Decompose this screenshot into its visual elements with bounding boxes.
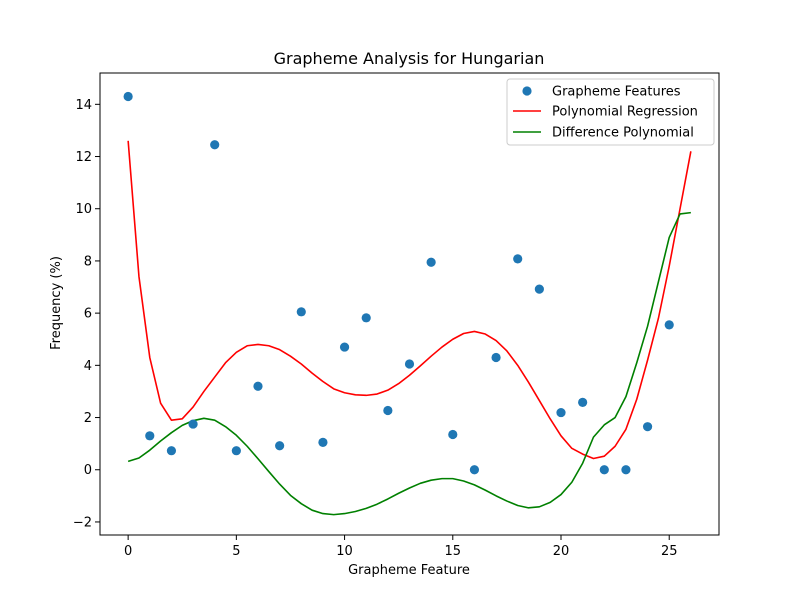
scatter-point (339, 342, 350, 352)
series-line-polynomial-regression (127, 140, 692, 460)
scatter-point (361, 313, 371, 323)
y-tick-label: 2 (84, 411, 92, 426)
x-tick-label: 5 (232, 544, 240, 559)
scatter-point (556, 407, 566, 418)
legend-label: Polynomial Regression (552, 105, 698, 120)
scatter-point (448, 429, 458, 440)
x-axis-label: Grapheme Feature (348, 563, 470, 578)
scatter-point (253, 381, 263, 391)
y-tick-label: 0 (84, 463, 92, 478)
scatter-point (621, 465, 631, 475)
legend-marker-scatter (522, 86, 532, 96)
scatter-point (231, 446, 241, 456)
legend-label: Grapheme Features (552, 85, 681, 100)
plot-frame (99, 72, 720, 536)
x-tick-label: 25 (661, 544, 678, 559)
scatter-point (534, 284, 544, 294)
series-line-difference-polynomial (127, 211, 691, 516)
y-tick-label: 4 (84, 359, 92, 374)
scatter-point (513, 254, 523, 264)
x-tick-label: 20 (553, 544, 570, 559)
y-axis-label: Frequency (%) (49, 256, 64, 350)
legend-box (506, 78, 715, 146)
y-tick-label: 6 (84, 307, 92, 322)
y-tick-label: 12 (75, 150, 92, 165)
scatter-point (383, 405, 393, 416)
y-tick-label: 10 (75, 202, 92, 217)
scatter-point (210, 140, 220, 150)
scatter-point (599, 465, 609, 475)
scatter-point (123, 91, 133, 102)
scatter-point (275, 441, 285, 451)
axis-ticks: 0 5 10 15 20 25 −2 0 2 4 6 8 10 12 14 (73, 98, 678, 559)
scatter-point (166, 446, 177, 456)
legend-label: Difference Polynomial (552, 126, 694, 141)
chart-title: Grapheme Analysis for Hungarian (274, 49, 545, 68)
scatter-point (578, 397, 588, 408)
y-tick-label: −2 (73, 515, 92, 530)
scatter-point (404, 359, 415, 369)
scatter-point (188, 419, 198, 429)
scatter-point (469, 465, 480, 475)
plot-area (123, 91, 692, 516)
x-tick-label: 15 (445, 544, 462, 559)
scatter-point (145, 431, 155, 441)
scatter-point (491, 352, 501, 363)
scatter-point (296, 307, 306, 317)
scatter-point (318, 437, 328, 447)
y-tick-label: 8 (84, 254, 92, 269)
x-tick-label: 0 (124, 544, 132, 559)
y-tick-label: 14 (75, 98, 92, 113)
legend: Grapheme Features Polynomial Regression Di… (506, 78, 715, 146)
x-tick-label: 10 (336, 544, 353, 559)
scatter-point (664, 320, 674, 330)
scatter-point (642, 422, 653, 432)
scatter-point (426, 257, 436, 267)
